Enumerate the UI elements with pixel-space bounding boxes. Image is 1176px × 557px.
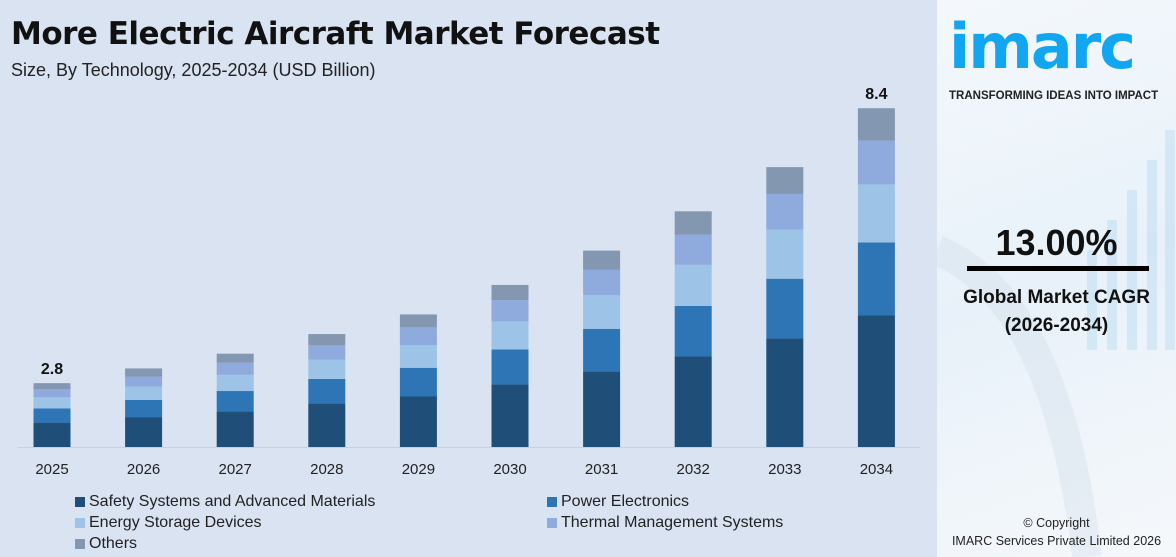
bar-segment-2032-3: [674, 234, 712, 265]
bar-segment-2025-1: [33, 408, 71, 423]
legend-item: Thermal Management Systems: [547, 514, 783, 532]
legend-label: Others: [89, 535, 138, 552]
bar-segment-2030-3: [491, 300, 529, 322]
bar-segment-2033-0: [766, 338, 804, 447]
bar-segment-2034-2: [857, 184, 895, 243]
bar-segment-2029-3: [399, 327, 437, 346]
bar-segment-2030-4: [491, 284, 529, 301]
chart-subtitle: Size, By Technology, 2025-2034 (USD Bill…: [11, 60, 376, 80]
bar-segment-2027-1: [216, 391, 254, 412]
data-label: 8.4: [865, 86, 887, 103]
bar-segment-2032-1: [674, 305, 712, 357]
legend-label: Power Electronics: [561, 493, 690, 510]
x-tick-label: 2030: [493, 461, 526, 478]
bar-segment-2026-2: [125, 386, 163, 400]
x-tick-label: 2034: [860, 461, 893, 478]
legend-label: Energy Storage Devices: [89, 514, 262, 531]
bar-segment-2034-3: [857, 140, 895, 185]
bar-segment-2033-3: [766, 193, 804, 230]
legend-item: Others: [75, 535, 137, 553]
bar-segment-2027-3: [216, 362, 254, 375]
cagr-period: (2026-2034): [1004, 315, 1109, 336]
x-tick-label: 2033: [768, 461, 801, 478]
bar-segment-2028-4: [308, 334, 346, 346]
x-tick-label: 2031: [585, 461, 618, 478]
chart-area: More Electric Aircraft Market Forecast S…: [11, 16, 920, 553]
bar-segment-2026-3: [125, 376, 163, 387]
bar-segment-2030-2: [491, 321, 529, 350]
background-decoration: [937, 130, 1175, 557]
legend-swatch: [547, 497, 557, 507]
bar-segment-2034-0: [857, 315, 895, 447]
bar-segment-2028-3: [308, 345, 346, 360]
logo-tagline: TRANSFORMING IDEAS INTO IMPACT: [949, 90, 1159, 102]
bar-segment-2030-1: [491, 349, 529, 385]
legend-item: Energy Storage Devices: [75, 514, 262, 532]
legend-label: Thermal Management Systems: [561, 514, 784, 531]
legend-swatch: [547, 518, 557, 528]
bar-segment-2031-3: [583, 269, 621, 296]
copyright-line1: © Copyright: [1023, 516, 1090, 530]
chart-title: More Electric Aircraft Market Forecast: [11, 16, 660, 52]
x-tick-label: 2029: [402, 461, 435, 478]
imarc-logo: imarc: [949, 10, 1136, 83]
bar-segment-2030-0: [491, 384, 529, 447]
legend-swatch: [75, 539, 85, 549]
bar-segment-2029-1: [399, 367, 437, 397]
legend-item: Safety Systems and Advanced Materials: [75, 493, 375, 511]
cagr-label-text: Global Market CAGR: [963, 287, 1150, 308]
bar-segment-2031-2: [583, 295, 621, 329]
bar-segment-2029-2: [399, 345, 437, 368]
stacked-bar-chart: 2025 2.8 2026 2027 2028 2029 2030 2031 2032 2033 2…: [18, 86, 920, 478]
copyright-line2: IMARC Services Private Limited 2026: [951, 534, 1162, 548]
bar-segment-2025-3: [33, 389, 71, 398]
bar-segment-2026-1: [125, 399, 163, 418]
bar-segment-2026-4: [125, 368, 163, 377]
x-tick-label: 2027: [219, 461, 252, 478]
x-tick-label: 2032: [677, 461, 710, 478]
bar-segment-2028-2: [308, 359, 346, 379]
bar-segment-2031-1: [583, 328, 621, 372]
bar-segment-2032-2: [674, 264, 712, 306]
x-tick-label: 2028: [310, 461, 343, 478]
x-tick-label: 2025: [35, 461, 68, 478]
cagr-divider: [967, 266, 1149, 271]
bar-segment-2032-4: [674, 211, 712, 235]
bar-segment-2033-2: [766, 229, 804, 279]
bar-segment-2029-4: [399, 314, 437, 328]
bar-segment-2033-1: [766, 278, 804, 339]
legend-item: Power Electronics: [547, 493, 689, 511]
bar-segment-2028-1: [308, 378, 346, 404]
bar-segment-2025-4: [33, 383, 71, 390]
legend-label: Safety Systems and Advanced Materials: [89, 493, 376, 510]
bar-segment-2029-0: [399, 396, 437, 447]
bar-segment-2027-2: [216, 374, 254, 392]
bar-segment-2034-4: [857, 108, 895, 141]
copyright: © Copyright IMARC Services Private Limit…: [937, 514, 1176, 550]
bar-segment-2033-4: [766, 167, 804, 194]
cagr-value: 13.00%: [995, 222, 1118, 263]
bar-segment-2028-0: [308, 403, 346, 447]
bar-segment-2031-0: [583, 371, 621, 447]
bar-segment-2027-4: [216, 353, 254, 363]
bar-segment-2034-1: [857, 242, 895, 316]
data-label: 2.8: [41, 361, 63, 378]
legend-swatch: [75, 497, 85, 507]
bar-segment-2025-0: [33, 422, 71, 447]
bar-segment-2027-0: [216, 411, 254, 447]
cagr-label: Global Market CAGR (2026-2034): [937, 284, 1176, 340]
bar-segment-2026-0: [125, 417, 163, 447]
bar-segment-2031-4: [583, 250, 621, 270]
bar-segment-2025-2: [33, 397, 71, 409]
side-panel: imarc TRANSFORMING IDEAS INTO IMPACT 13.…: [937, 0, 1176, 557]
x-tick-label: 2026: [127, 461, 160, 478]
legend-swatch: [75, 518, 85, 528]
bar-segment-2032-0: [674, 356, 712, 447]
